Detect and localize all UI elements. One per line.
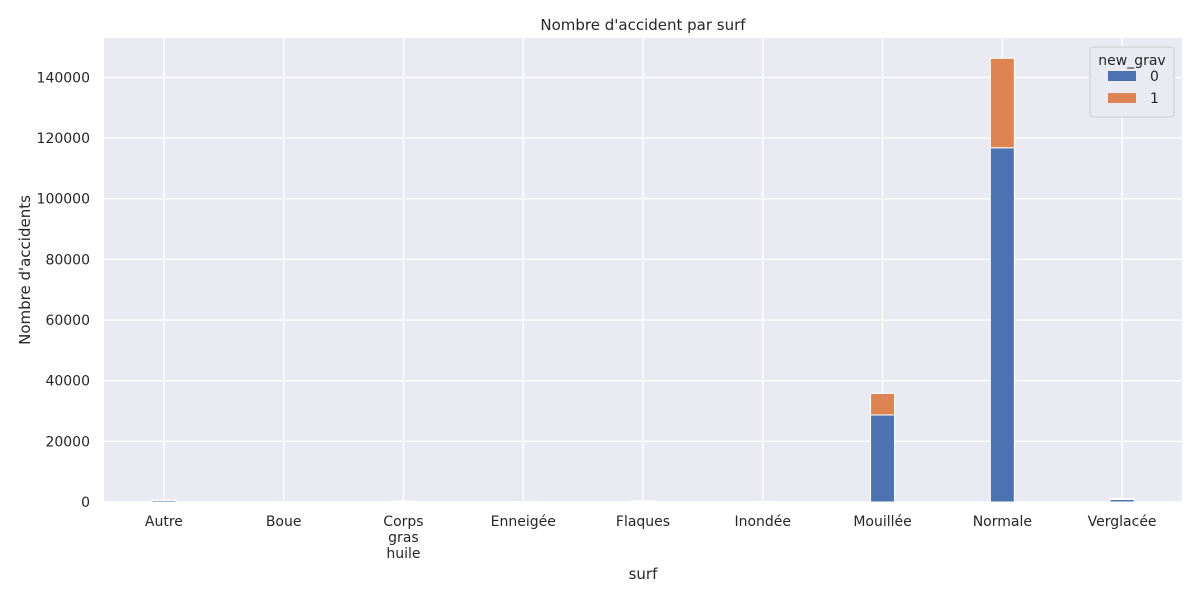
y-tick-label: 120000 [37,131,90,147]
bar-series-0 [989,147,1015,503]
x-tick-label: Normale [973,514,1032,530]
x-axis-label: surf [629,565,658,583]
legend-swatch-0 [1108,71,1136,81]
y-tick-label: 80000 [45,252,90,268]
chart-title: Nombre d'accident par surf [540,16,746,34]
x-tick-label: Enneigée [491,514,556,530]
x-tick-label: Autre [145,514,183,530]
bars [151,57,1135,503]
x-tick-label: Corps gras huile [383,514,423,562]
y-tick-label: 140000 [37,70,90,86]
y-tick-label: 0 [81,495,90,511]
legend-title: new_grav [1098,53,1165,69]
x-tick-label: Boue [266,514,302,530]
y-axis-ticks: 0 20000 40000 60000 80000 100000 120000 140000 [37,70,90,511]
bar-series-0 [870,414,896,503]
bar-series-1 [1109,498,1135,500]
x-tick-label: Verglacée [1088,514,1157,530]
legend-label-1: 1 [1150,91,1159,107]
y-axis-label: Nombre d'accidents [16,195,34,345]
legend: new_grav 01 [1089,46,1175,118]
bar-series-1 [989,57,1015,149]
grid-lines [104,38,1182,503]
y-tick-label: 60000 [45,313,90,329]
x-axis-ticks: Autre Boue Corps gras huile Enneigée Flaques In… [145,514,1157,562]
legend-items: 01 [1108,69,1159,107]
y-tick-label: 20000 [45,434,90,450]
x-tick-label: Mouillée [853,514,911,530]
y-tick-label: 40000 [45,374,90,390]
legend-swatch-1 [1108,93,1136,103]
x-tick-label: Flaques [616,514,670,530]
legend-label-0: 0 [1150,69,1159,85]
bar-series-1 [870,392,896,416]
x-tick-label: Inondée [734,514,791,530]
y-tick-label: 100000 [37,192,90,208]
